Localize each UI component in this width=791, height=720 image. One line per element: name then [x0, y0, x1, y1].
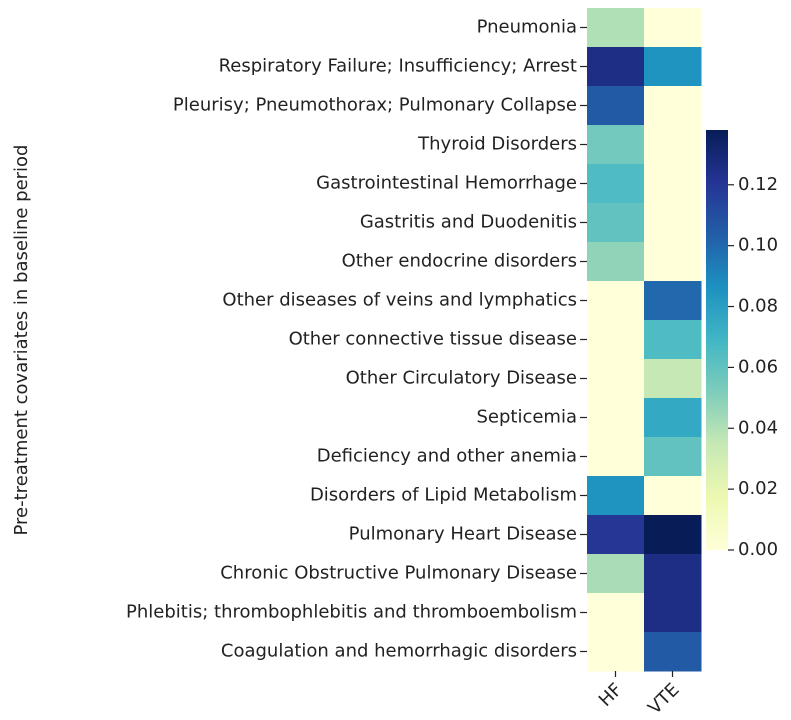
heatmap-cell — [644, 515, 702, 555]
heatmap-cell — [644, 632, 702, 672]
colorbar-tick-label: 0.02 — [738, 478, 778, 499]
heatmap-cell — [644, 242, 702, 282]
heatmap-cell — [587, 320, 645, 360]
y-tick-label: Deficiency and other anemia — [317, 446, 577, 467]
colorbar-tick-label: 0.04 — [738, 417, 778, 438]
heatmap-cell — [644, 86, 702, 126]
heatmap-cell — [587, 398, 645, 438]
heatmap-cell — [644, 47, 702, 87]
heatmap-cell — [644, 554, 702, 594]
heatmap-cell — [587, 359, 645, 399]
heatmap-cell — [644, 125, 702, 165]
heatmap-cell — [644, 359, 702, 399]
heatmap-cell — [587, 164, 645, 204]
y-tick-label: Disorders of Lipid Metabolism — [310, 485, 577, 506]
heatmap-cell — [644, 398, 702, 438]
y-tick-label: Other diseases of veins and lymphatics — [222, 290, 577, 311]
y-tick-label: Other Circulatory Disease — [346, 368, 577, 389]
heatmap-cell — [587, 86, 645, 126]
heatmap-cell — [587, 203, 645, 243]
heatmap-cell — [644, 8, 702, 48]
heatmap-cell — [587, 632, 645, 672]
heatmap-cell — [644, 476, 702, 516]
heatmap-cell — [644, 320, 702, 360]
y-tick-label: Pneumonia — [477, 17, 577, 38]
heatmap-cell — [587, 515, 645, 555]
heatmap-cell — [587, 242, 645, 282]
colorbar-tick-label: 0.12 — [738, 174, 778, 195]
heatmap-cell — [644, 437, 702, 477]
y-tick-label: Respiratory Failure; Insufficiency; Arre… — [219, 56, 577, 77]
heatmap-cell — [587, 281, 645, 321]
y-tick-label: Coagulation and hemorrhagic disorders — [221, 641, 577, 662]
y-tick-label: Phlebitis; thrombophlebitis and thromboe… — [126, 602, 577, 623]
colorbar-tick-label: 0.10 — [738, 235, 778, 256]
y-tick-label: Thyroid Disorders — [417, 134, 577, 155]
y-tick-label: Gastritis and Duodenitis — [360, 212, 577, 233]
heatmap-cell — [644, 203, 702, 243]
y-tick-label: Chronic Obstructive Pulmonary Disease — [220, 563, 577, 584]
y-tick-label: Gastrointestinal Hemorrhage — [316, 173, 577, 194]
heatmap-cell — [644, 593, 702, 633]
x-tick-label: VTE — [644, 679, 683, 718]
y-tick-label: Septicemia — [476, 407, 577, 428]
y-tick-label: Other endocrine disorders — [342, 251, 577, 272]
colorbar — [706, 130, 728, 550]
heatmap-cell — [587, 437, 645, 477]
y-axis-label: Pre-treatment covariates in baseline per… — [11, 145, 32, 536]
colorbar-tick-label: 0.00 — [738, 539, 778, 560]
colorbar-tick-label: 0.06 — [738, 356, 778, 377]
x-tick-label: HF — [595, 679, 627, 711]
heatmap-cell — [587, 476, 645, 516]
y-tick-label: Pleurisy; Pneumothorax; Pulmonary Collap… — [173, 95, 577, 116]
heatmap-cell — [587, 593, 645, 633]
colorbar-tick-label: 0.08 — [738, 296, 778, 317]
y-tick-label: Pulmonary Heart Disease — [349, 524, 577, 545]
heatmap-cell — [644, 164, 702, 204]
heatmap-cell — [587, 47, 645, 87]
heatmap-cell — [587, 8, 645, 48]
heatmap-cell — [587, 554, 645, 594]
y-tick-label: Other connective tissue disease — [289, 329, 577, 350]
heatmap-cell — [644, 281, 702, 321]
heatmap-cell — [587, 125, 645, 165]
